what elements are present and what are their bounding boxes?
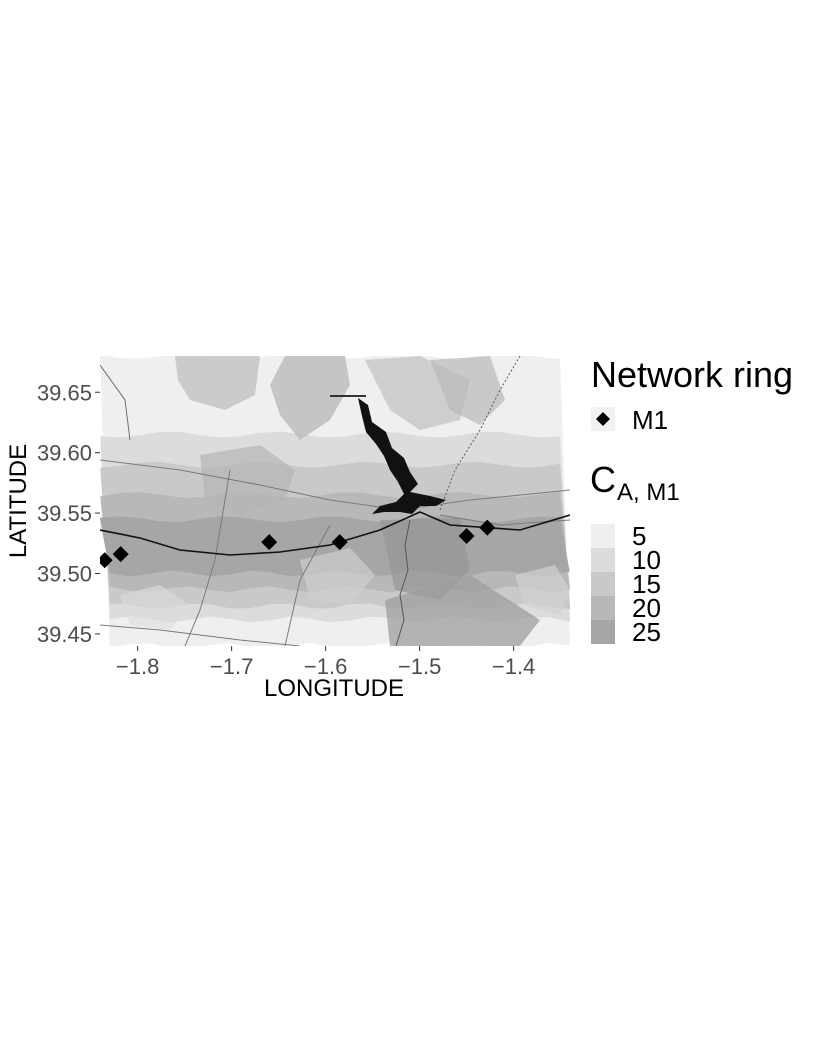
legend-network-label: M1: [632, 405, 668, 435]
y-tick-label: 39.55: [37, 501, 92, 526]
x-tick-label: −1.5: [398, 654, 441, 679]
x-tick-label: −1.8: [116, 654, 159, 679]
station-marker: [331, 534, 348, 551]
road-network: [100, 356, 570, 646]
x-tick-label: −1.6: [304, 654, 347, 679]
x-tick-label: −1.4: [492, 654, 535, 679]
legend-scale-title: C: [590, 459, 616, 500]
station-marker: [100, 552, 113, 569]
legend-scale-title-subscript: A, M1: [617, 479, 680, 506]
legend-scale-swatch: [591, 572, 615, 596]
station-marker: [112, 546, 129, 563]
y-axis-title: LATITUDE: [5, 444, 32, 558]
legend-scale-swatch: [591, 524, 615, 548]
y-tick-label: 39.60: [37, 441, 92, 466]
map-panel: [100, 356, 570, 646]
legend-network-title: Network ring: [591, 354, 793, 395]
legend-scale-label: 10: [632, 545, 661, 575]
station-marker: [479, 519, 496, 536]
legend-scale-label: 15: [632, 569, 661, 599]
legend-scale-swatch: [591, 620, 615, 644]
station-markers: [100, 519, 496, 569]
y-tick-label: 39.50: [37, 562, 92, 587]
legend-scale-swatch: [591, 548, 615, 572]
x-tick-label: −1.7: [210, 654, 253, 679]
legend-scale-label: 25: [632, 617, 661, 647]
axes: −1.8 −1.7 −1.6 −1.5 −1.4 39.45 39.50 39.55 39.60…: [37, 380, 535, 679]
legend-scale-swatch: [591, 596, 615, 620]
river: [395, 519, 411, 646]
y-tick-label: 39.65: [37, 380, 92, 405]
y-tick-label: 39.45: [37, 622, 92, 647]
x-axis-title: LONGITUDE: [264, 675, 404, 702]
reservoir: [358, 398, 446, 514]
legend-scale-label: 5: [632, 521, 646, 551]
diamond-icon: [596, 412, 610, 426]
station-marker: [458, 528, 475, 545]
legend-scale-label: 20: [632, 593, 661, 623]
station-marker: [261, 534, 278, 551]
landcover-patches: [120, 356, 570, 646]
